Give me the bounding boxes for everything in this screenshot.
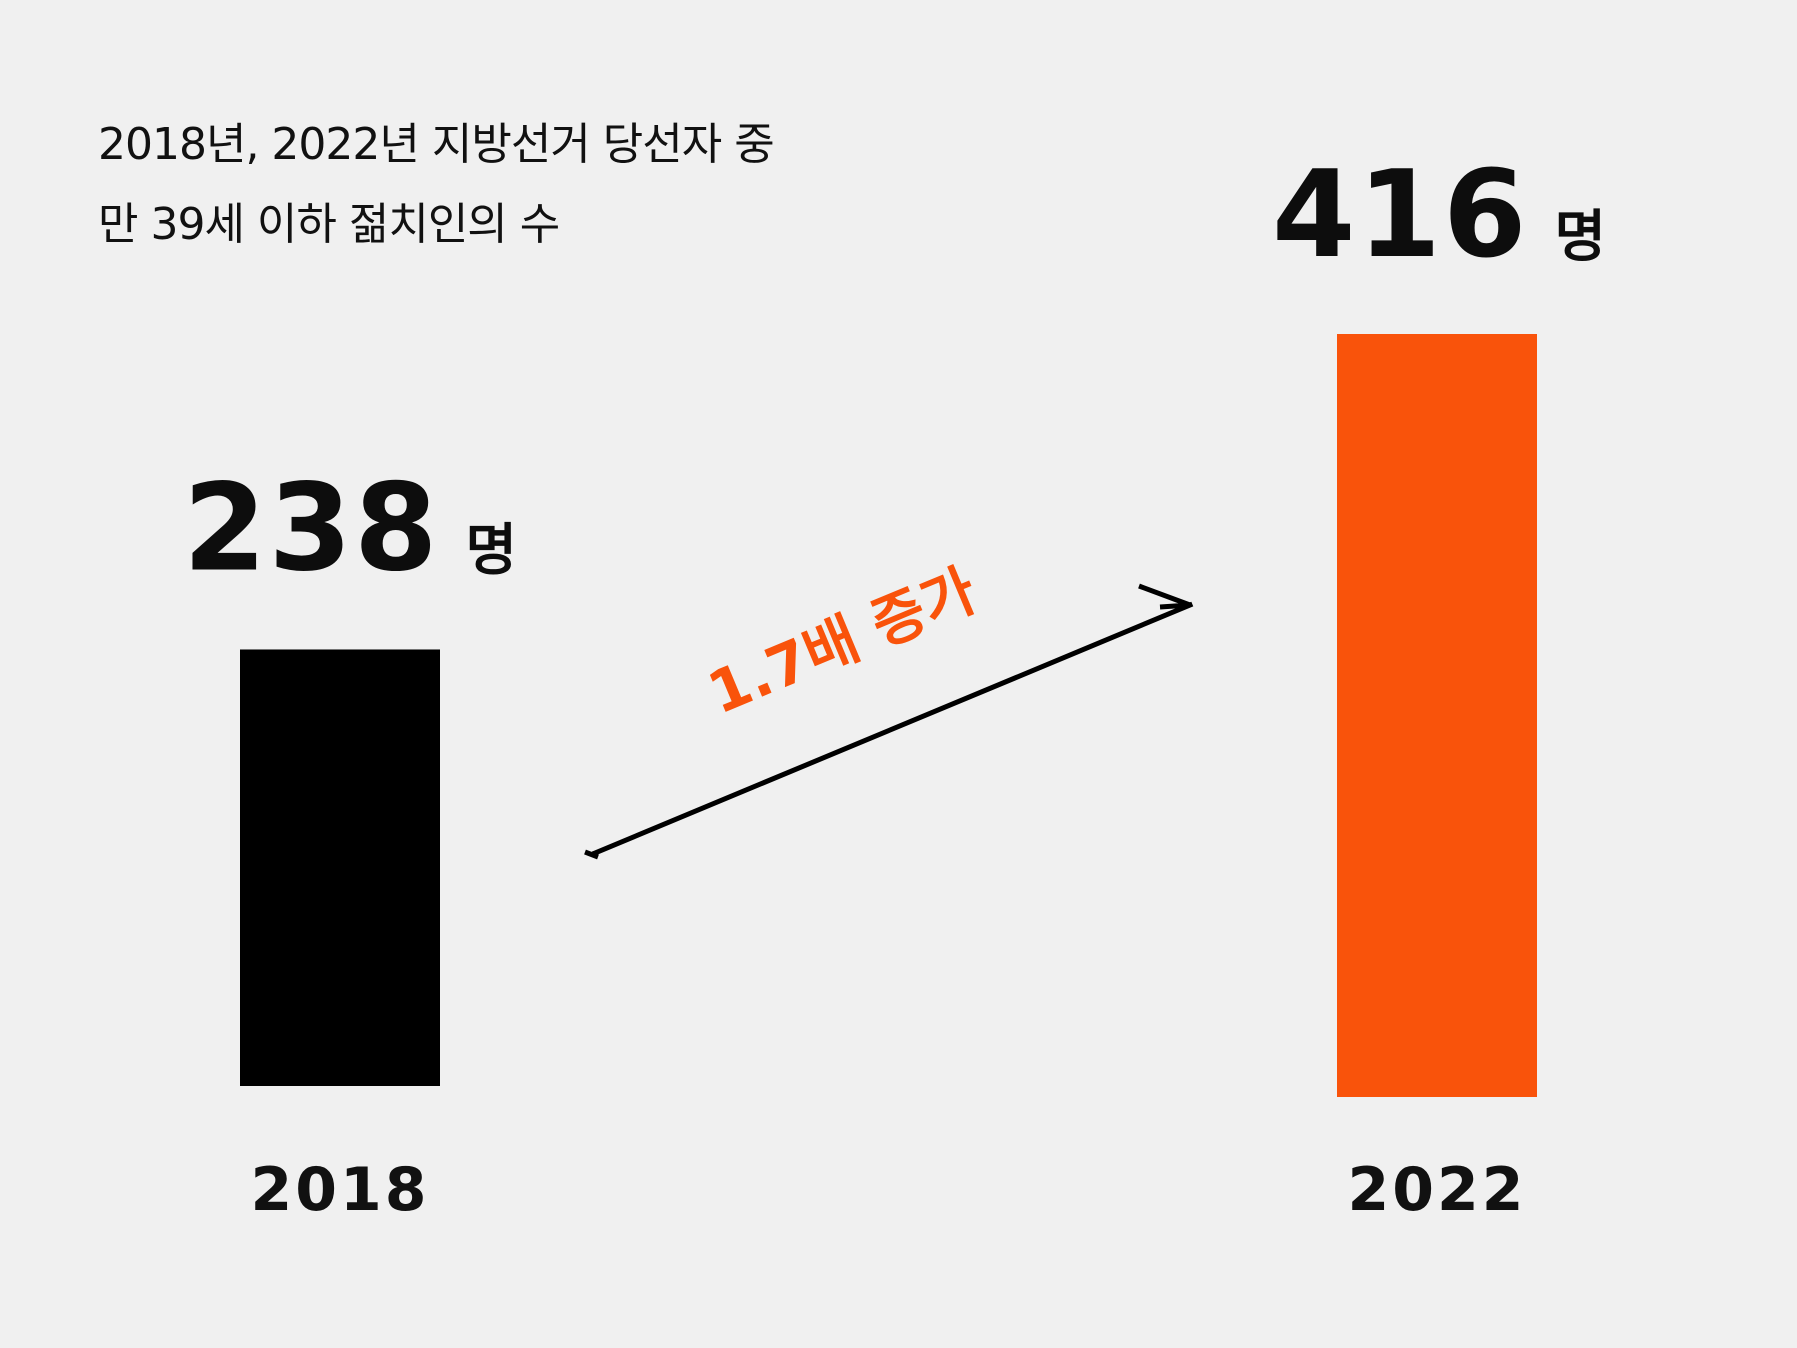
data-label-2022: 416 명 (1272, 146, 1606, 285)
growth-annotation: 1.7배 증가 (699, 556, 986, 728)
chart-title-line-2: 만 39세 이하 젊치인의 수 (98, 199, 560, 250)
bar-2018 (240, 649, 440, 1086)
growth-arrow-tail (584, 849, 599, 860)
growth-arrow-line (591, 601, 1194, 857)
x-tick-label-2022: 2022 (1348, 1155, 1527, 1225)
bar-2022 (1337, 334, 1537, 1097)
data-label-2018: 238 명 (183, 459, 517, 598)
chart-title-line-1: 2018년, 2022년 지방선거 당선자 중 (98, 119, 775, 170)
x-tick-label-2018: 2018 (251, 1155, 430, 1225)
growth-arrow-head (1138, 583, 1191, 610)
